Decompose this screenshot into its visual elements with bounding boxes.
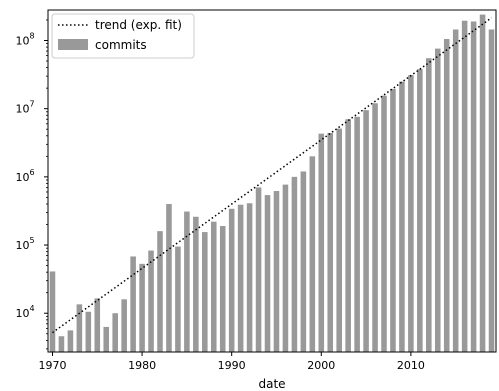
bar-1997 — [291, 176, 298, 352]
x-axis-ticks: 1970 1980 1990 2000 2010 — [38, 352, 425, 372]
x-tick-label: 1980 — [128, 359, 156, 372]
bar-1998 — [300, 171, 307, 352]
bar-2004 — [354, 116, 360, 352]
x-tick-label: 1970 — [38, 359, 66, 372]
x-tick-label: 2010 — [397, 359, 425, 372]
bar-1979 — [130, 256, 136, 352]
y-tick-label: 108 — [15, 31, 34, 47]
bar-2014 — [443, 39, 450, 352]
x-tick-label: 1990 — [218, 359, 246, 372]
bar-2019 — [488, 29, 495, 353]
y-tick-label: 104 — [15, 304, 34, 320]
bar-1978 — [121, 299, 127, 352]
bar-1981 — [148, 250, 154, 352]
bar-1974 — [85, 311, 92, 352]
bar-1985 — [184, 211, 190, 352]
bar-2016 — [461, 20, 468, 353]
bars-layer — [49, 14, 495, 353]
y-tick-label: 106 — [15, 168, 34, 184]
y-axis-ticks: 104 105 106 107 108 — [15, 19, 48, 350]
bar-1999 — [309, 156, 316, 352]
bar-2015 — [452, 29, 459, 353]
bar-1975 — [94, 298, 101, 352]
bar-2013 — [434, 48, 441, 353]
bar-2011 — [417, 69, 423, 352]
bar-2005 — [363, 110, 369, 352]
bar-2001 — [327, 132, 334, 352]
y-tick-label: 105 — [15, 236, 34, 252]
bar-1995 — [273, 191, 280, 352]
bar-2000 — [318, 133, 325, 352]
bar-1988 — [210, 221, 217, 352]
bar-2012 — [426, 58, 432, 352]
bar-2006 — [372, 103, 378, 353]
x-tick-label: 2000 — [307, 359, 335, 372]
legend-commits-label: commits — [95, 38, 147, 52]
bar-2010 — [408, 75, 414, 353]
bar-1982 — [157, 231, 163, 352]
bar-2007 — [381, 95, 387, 352]
legend-commits-swatch — [58, 39, 88, 50]
bar-2002 — [336, 128, 342, 352]
bar-1993 — [255, 187, 262, 352]
bar-1986 — [193, 216, 199, 352]
bar-1977 — [112, 313, 118, 352]
axes-frame — [47, 9, 497, 353]
trend-line — [52, 17, 492, 334]
bar-2018 — [479, 14, 486, 353]
trend-layer — [52, 17, 492, 334]
legend-trend-label: trend (exp. fit) — [95, 18, 182, 32]
bar-1996 — [282, 184, 289, 352]
bar-1983 — [166, 203, 172, 352]
bar-1990 — [228, 208, 235, 352]
bar-2009 — [399, 81, 405, 352]
y-tick-label: 107 — [15, 100, 34, 116]
bar-2017 — [470, 21, 477, 352]
bar-1980 — [139, 263, 145, 352]
bar-1989 — [219, 226, 226, 352]
bar-1976 — [103, 326, 110, 352]
bar-1992 — [246, 203, 253, 352]
bar-2008 — [390, 88, 396, 353]
bar-1970 — [49, 271, 56, 352]
bar-1972 — [67, 330, 74, 352]
bar-1984 — [175, 246, 181, 352]
bar-1971 — [58, 336, 65, 352]
bar-1987 — [202, 232, 208, 352]
bar-1991 — [237, 204, 244, 352]
x-axis-label: date — [258, 377, 285, 391]
bar-1994 — [264, 195, 271, 352]
bar-1973 — [76, 304, 83, 352]
legend: trend (exp. fit) commits — [51, 13, 195, 59]
bar-2003 — [345, 119, 351, 353]
